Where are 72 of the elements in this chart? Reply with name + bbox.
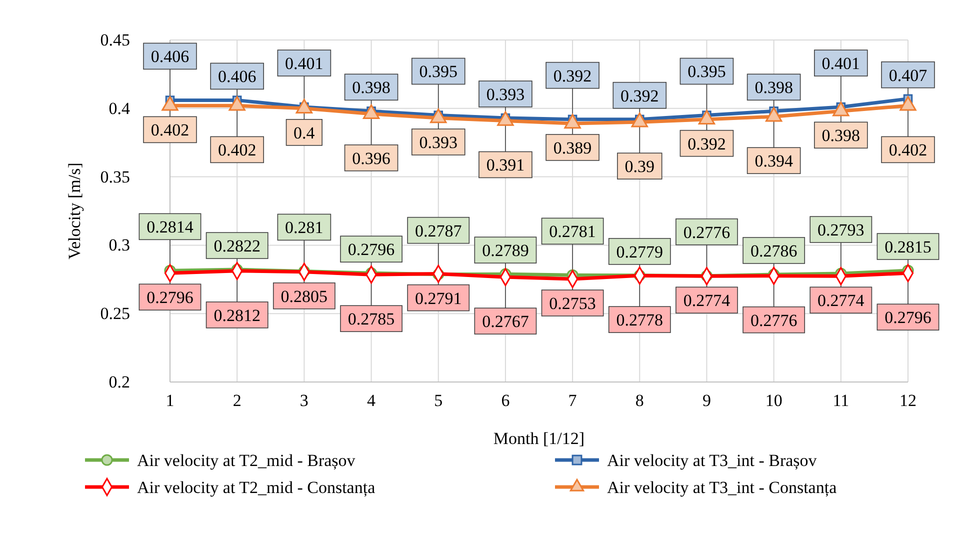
data-label: 0.2787 [414,221,462,240]
data-label: 0.281 [285,218,324,238]
data-label: 0.2774 [683,291,731,310]
data-label: 0.401 [822,54,860,74]
data-label: 0.2815 [884,238,932,257]
data-label: 0.391 [486,156,525,175]
data-label: 0.398 [822,126,860,146]
legend-label: Air velocity at T2_mid - Constanța [137,478,376,497]
data-label: 0.395 [688,62,726,82]
y-tick-label: 0.2 [108,372,130,392]
x-tick-label: 9 [702,391,711,410]
x-axis-title: Month [1/12] [493,429,585,448]
x-tick-label: 12 [900,391,916,410]
x-tick-label: 11 [832,391,850,410]
data-label: 0.394 [754,152,794,171]
data-label: 0.407 [888,66,928,85]
data-label: 0.4 [294,123,316,142]
data-label: 0.2793 [818,220,864,240]
data-label: 0.2774 [818,291,865,310]
x-tick-label: 7 [568,391,578,410]
y-tick-label: 0.45 [100,30,130,50]
x-tick-label: 10 [765,391,782,410]
data-label: 0.2791 [414,288,462,308]
x-tick-label: 4 [367,391,376,410]
data-label: 0.2779 [616,242,664,262]
data-label: 0.402 [888,140,928,160]
data-label: 0.392 [688,134,726,154]
data-label: 0.395 [419,62,458,82]
x-tick-label: 1 [166,391,174,410]
legend-label: Air velocity at T2_mid - Brașov [137,451,356,470]
data-label: 0.396 [352,148,390,168]
data-label: 0.2778 [616,310,664,330]
x-tick-label: 5 [434,391,443,410]
data-label: 0.398 [352,78,390,98]
y-tick-label: 0.25 [100,304,130,324]
data-label: 0.392 [553,66,592,86]
data-label: 0.406 [218,67,256,86]
data-label: 0.406 [150,47,190,66]
y-tick-label: 0.3 [108,236,130,255]
x-tick-label: 2 [232,391,242,410]
data-label: 0.2796 [348,240,395,260]
data-label: 0.2822 [214,236,260,256]
x-tick-label: 3 [300,391,308,410]
x-tick-label: 6 [501,391,510,410]
data-label: 0.2805 [280,286,328,306]
data-label: 0.2814 [146,218,194,237]
data-label: 0.2776 [750,310,798,330]
y-axis-title: Velocity [m/s] [65,162,84,260]
data-label: 0.392 [620,86,659,106]
legend-label: Air velocity at T3_int - Constanța [607,478,838,497]
y-tick-label: 0.4 [108,98,130,118]
data-label: 0.2796 [884,308,932,328]
x-tick-label: 8 [635,391,644,410]
data-label: 0.2785 [348,310,395,329]
data-label: 0.401 [285,54,324,74]
data-label: 0.39 [624,157,655,176]
data-label: 0.2776 [683,222,730,242]
data-label: 0.2753 [549,294,596,313]
y-tick-label: 0.35 [100,167,130,186]
data-label: 0.2812 [214,306,260,325]
data-label: 0.2796 [146,288,194,308]
data-label: 0.402 [150,120,190,140]
data-label: 0.2786 [750,241,798,260]
data-label: 0.2789 [482,241,529,260]
data-label: 0.389 [553,138,592,158]
data-label: 0.398 [754,78,793,98]
data-label: 0.2781 [549,222,596,242]
data-label: 0.2767 [482,312,530,332]
data-label: 0.393 [486,84,525,104]
data-label: 0.402 [218,140,256,160]
legend-label: Air velocity at T3_int - Brașov [607,451,818,470]
data-label: 0.393 [419,132,458,152]
